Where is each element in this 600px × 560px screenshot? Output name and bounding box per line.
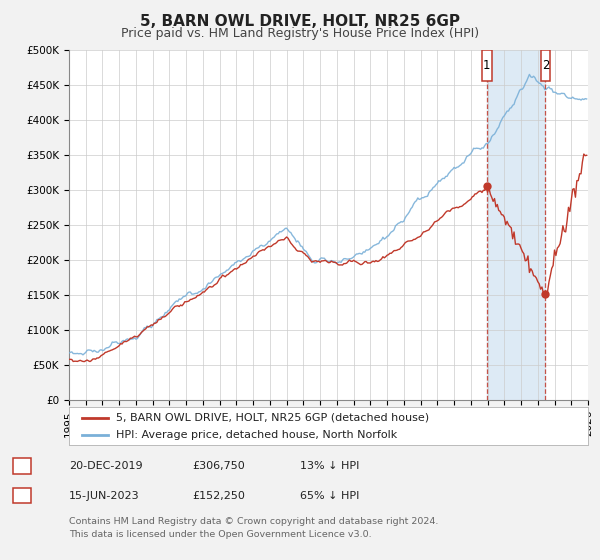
Text: 65% ↓ HPI: 65% ↓ HPI — [300, 491, 359, 501]
Text: 1: 1 — [19, 461, 26, 471]
Text: Price paid vs. HM Land Registry's House Price Index (HPI): Price paid vs. HM Land Registry's House … — [121, 27, 479, 40]
Text: £152,250: £152,250 — [192, 491, 245, 501]
Bar — [482, 50, 491, 81]
Bar — [487, 50, 545, 400]
Text: £306,750: £306,750 — [192, 461, 245, 471]
Text: 20-DEC-2019: 20-DEC-2019 — [69, 461, 143, 471]
Text: 5, BARN OWL DRIVE, HOLT, NR25 6GP (detached house): 5, BARN OWL DRIVE, HOLT, NR25 6GP (detac… — [116, 413, 429, 423]
Text: 15-JUN-2023: 15-JUN-2023 — [69, 491, 140, 501]
Text: 2: 2 — [542, 59, 549, 72]
Text: 5, BARN OWL DRIVE, HOLT, NR25 6GP: 5, BARN OWL DRIVE, HOLT, NR25 6GP — [140, 14, 460, 29]
Bar — [541, 50, 550, 81]
Text: HPI: Average price, detached house, North Norfolk: HPI: Average price, detached house, Nort… — [116, 430, 397, 440]
Text: 2: 2 — [19, 491, 26, 501]
Text: Contains HM Land Registry data © Crown copyright and database right 2024.: Contains HM Land Registry data © Crown c… — [69, 517, 439, 526]
Text: 1: 1 — [483, 59, 491, 72]
Text: This data is licensed under the Open Government Licence v3.0.: This data is licensed under the Open Gov… — [69, 530, 371, 539]
Text: 13% ↓ HPI: 13% ↓ HPI — [300, 461, 359, 471]
